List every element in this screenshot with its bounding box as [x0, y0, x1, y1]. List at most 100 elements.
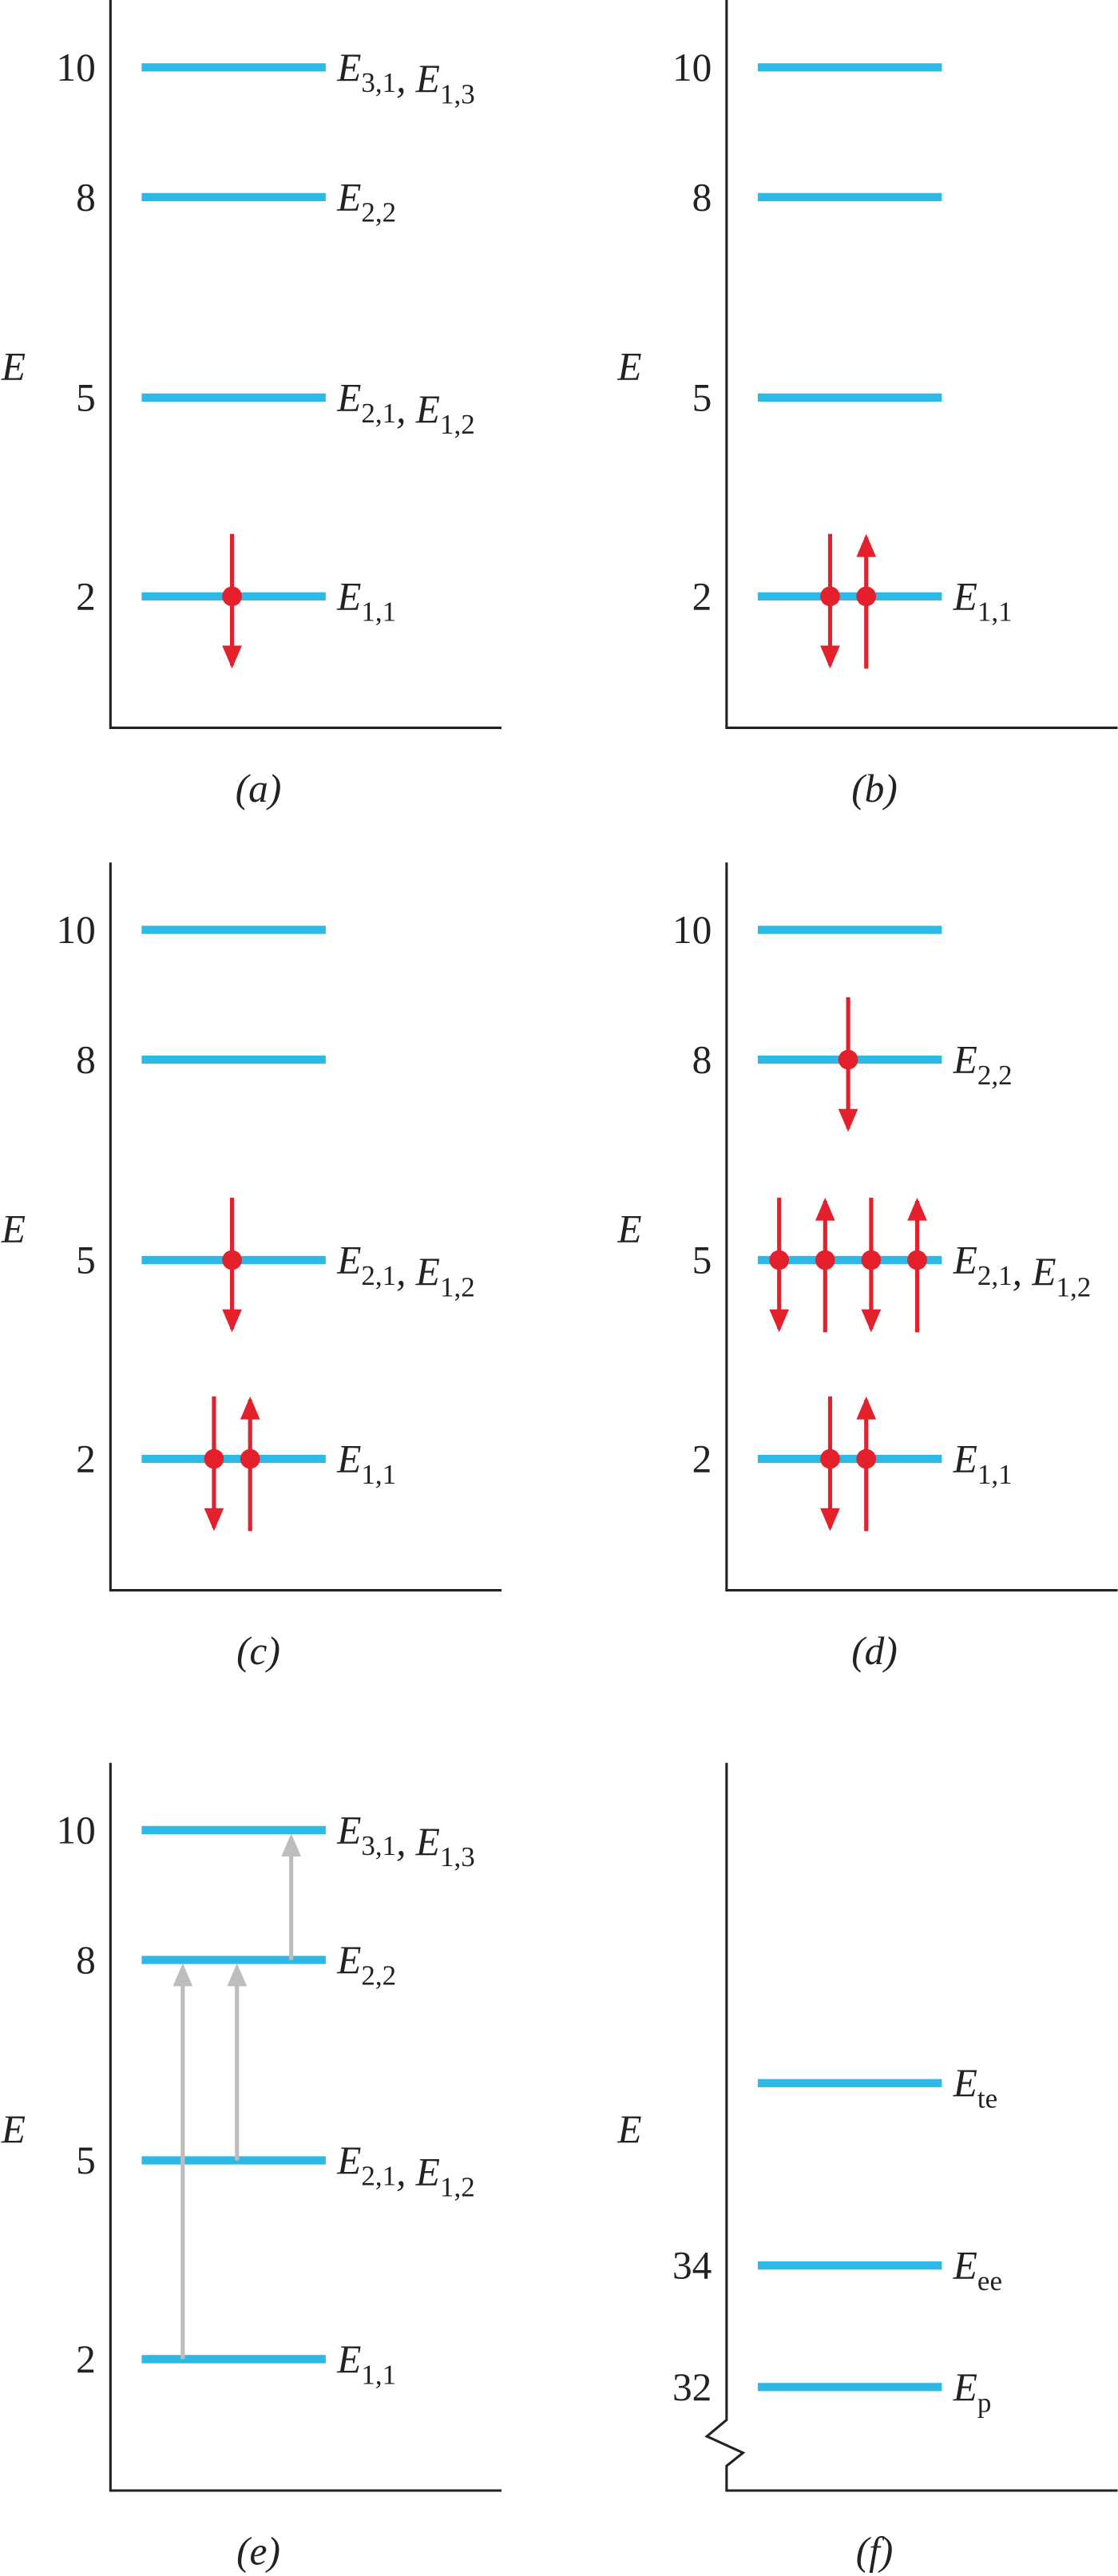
electron — [815, 1250, 835, 1270]
level-value: 5 — [76, 1238, 96, 1282]
label-subscript: ee — [977, 2265, 1002, 2297]
level-value: 2 — [76, 574, 96, 618]
panel-caption: (a) — [236, 767, 282, 810]
electron — [769, 1250, 790, 1270]
electron — [861, 1250, 882, 1270]
level-value: 10 — [672, 908, 712, 952]
label-symbol: E — [336, 1938, 361, 1982]
spin-arrow-head — [769, 1309, 790, 1333]
label-subscript: 1,2 — [440, 1271, 475, 1302]
level-label: E3,1, E1,3 — [336, 1808, 474, 1873]
label-subscript: p — [977, 2387, 991, 2418]
label-subscript: 2,1 — [361, 398, 396, 429]
spin-arrow-head — [838, 1108, 858, 1132]
spin-arrow-head — [907, 1197, 927, 1221]
label-symbol: , E — [1013, 1250, 1057, 1294]
label-subscript: 2,1 — [977, 1260, 1013, 1291]
label-symbol: , E — [396, 1820, 440, 1864]
label-subscript: 1,1 — [361, 596, 396, 628]
transition-arrow-head — [227, 1963, 248, 1987]
label-subscript: 2,2 — [977, 1060, 1013, 1091]
panel-caption: (f) — [856, 2530, 894, 2574]
level-value: 8 — [76, 1938, 96, 1982]
spin-arrow-head — [240, 1396, 260, 1420]
label-symbol: E — [953, 1037, 977, 1081]
label-subscript: 1,1 — [977, 1459, 1013, 1490]
axis-label: E — [1, 344, 26, 388]
level-value: 2 — [76, 1437, 96, 1480]
label-symbol: E — [953, 1238, 977, 1282]
axis-label: E — [1, 2107, 26, 2151]
spin-arrow-head — [204, 1508, 224, 1532]
level-label: E1,1 — [336, 1437, 396, 1489]
label-symbol: E — [336, 574, 361, 618]
level-label: E1,1 — [953, 574, 1013, 627]
label-symbol: E — [336, 1238, 361, 1282]
panel-caption: (c) — [236, 1629, 280, 1673]
spin-arrow-head — [820, 645, 840, 669]
axis — [725, 862, 1118, 1592]
label-subscript: 1,1 — [361, 2359, 396, 2390]
label-subscript: 1,3 — [440, 1841, 475, 1873]
level-label: E1,1 — [336, 2337, 396, 2390]
label-subscript: 2,1 — [361, 1260, 396, 1291]
label-symbol: E — [336, 2138, 361, 2182]
label-subscript: 2,2 — [361, 1960, 396, 1991]
level-label: E2,1, E1,2 — [336, 2138, 474, 2203]
level-value: 8 — [692, 175, 712, 219]
level-value: 32 — [672, 2365, 712, 2409]
electron — [856, 1449, 877, 1469]
electron — [820, 1449, 840, 1469]
label-symbol: E — [336, 46, 361, 89]
level-value: 8 — [692, 1037, 712, 1081]
level-value: 34 — [672, 2244, 712, 2288]
electron — [222, 1250, 242, 1270]
level-value: 10 — [56, 46, 95, 89]
axis-label: E — [616, 2107, 641, 2151]
label-subscript: 1,2 — [440, 409, 475, 440]
label-symbol: E — [953, 1437, 977, 1480]
spin-arrow-head — [820, 1508, 840, 1532]
label-subscript: 2,1 — [361, 2160, 396, 2191]
label-subscript: 1,3 — [440, 79, 475, 110]
electron — [856, 586, 877, 607]
axis — [109, 0, 502, 729]
level-value: 10 — [56, 908, 95, 952]
label-symbol: E — [336, 1437, 361, 1480]
spin-arrow-head — [861, 1309, 882, 1333]
transition-arrow-head — [281, 1833, 301, 1857]
level-label: E1,1 — [953, 1437, 1013, 1489]
label-symbol: , E — [396, 57, 440, 101]
level-label: E2,1, E1,2 — [336, 375, 474, 440]
label-symbol: E — [953, 2061, 977, 2105]
level-value: 5 — [76, 375, 96, 419]
label-subscript: 1,1 — [361, 1459, 396, 1490]
label-symbol: , E — [396, 387, 440, 431]
label-subscript: 1,2 — [1056, 1271, 1091, 1302]
level-value: 2 — [692, 1437, 712, 1480]
level-value: 10 — [56, 1808, 95, 1852]
label-subscript: 3,1 — [361, 1830, 396, 1861]
label-subscript: 1,2 — [440, 2172, 475, 2203]
electron — [204, 1449, 224, 1469]
spin-arrow-head — [856, 1396, 877, 1420]
axis-label: E — [616, 1207, 641, 1250]
label-symbol: , E — [396, 1250, 440, 1294]
electron — [222, 586, 242, 607]
axis — [109, 862, 502, 1592]
level-value: 2 — [76, 2337, 96, 2381]
level-label: E2,1, E1,2 — [953, 1238, 1091, 1302]
electron — [240, 1449, 260, 1469]
label-symbol: E — [953, 2365, 977, 2409]
electron — [838, 1049, 858, 1070]
level-label: Ep — [953, 2365, 992, 2418]
level-label: E2,2 — [336, 1938, 396, 1991]
level-label: E2,1, E1,2 — [336, 1238, 474, 1302]
level-value: 5 — [692, 1238, 712, 1282]
spin-arrow-head — [222, 645, 242, 669]
spin-arrow-head — [222, 1309, 242, 1333]
spin-arrow-head — [856, 533, 877, 557]
level-value: 8 — [76, 175, 96, 219]
level-label: Eee — [953, 2244, 1002, 2297]
